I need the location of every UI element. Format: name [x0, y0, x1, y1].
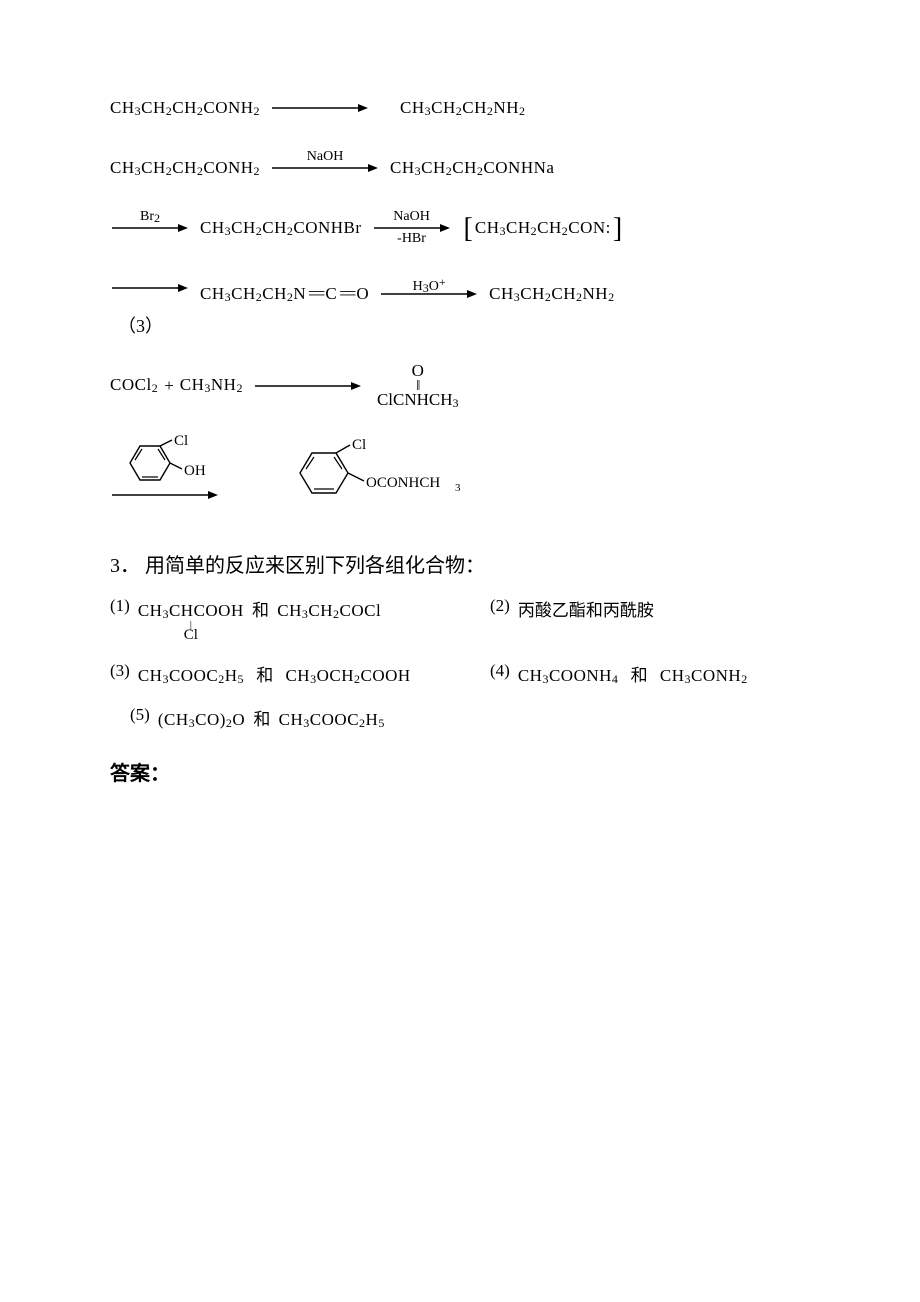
arrow-icon [110, 270, 190, 306]
reaction-4: （3） CH3CH2CH2N==C==O H3O+ CH3CH2CH2NH2 [110, 270, 830, 338]
arrow-icon: NaOH -HBr [372, 210, 452, 246]
and-text: 和 [249, 710, 274, 729]
page-root: CH3CH2CH2CONH2 CH3CH2CH2NH2 CH3CH2CH2CON… [0, 0, 920, 876]
q-item-2: (2) 丙酸乙酯和丙酰胺 [490, 596, 654, 621]
oxygen: O [412, 362, 424, 379]
q-number: 3． [110, 555, 140, 577]
reaction-6: Cl OH Cl OCONHCH 3 [110, 433, 830, 513]
item-number: (1) [110, 596, 130, 616]
q3-content: CH3COOC2H5 和 CH3OCH2COOH [138, 661, 411, 687]
r5-lhs-b: CH3NH2 [180, 375, 243, 396]
step-number: （3） [118, 312, 163, 338]
arrow-icon: Cl OH [110, 433, 220, 513]
question-heading: 3． 用简单的反应来区别下列各组化合物： [110, 549, 830, 578]
r6-product: Cl OCONHCH 3 [270, 433, 490, 513]
q-item-4: (4) CH3COONH4 和 CH3CONH2 [490, 661, 748, 687]
q1-compound-b: CH3CH2COCl [277, 601, 381, 620]
item-number: (5) [130, 705, 150, 725]
item-number: (3) [110, 661, 130, 681]
q3-compound-a: CH3COOC2H5 [138, 666, 244, 685]
q4-content: CH3COONH4 和 CH3CONH2 [518, 661, 748, 687]
benzene-ring-icon: Cl OCONHCH 3 [270, 433, 490, 513]
q3-compound-b: CH3OCH2COOH [285, 666, 410, 685]
arrow-icon [270, 90, 370, 126]
r4-prod1: CH3CH2CH2N==C==O [200, 284, 369, 305]
r2-rhs: CH3CH2CH2CONHNa [390, 158, 554, 179]
svg-text:Cl: Cl [352, 437, 366, 453]
item-number: (4) [490, 661, 510, 681]
arrow-icon [253, 368, 363, 404]
right-bracket-icon: ] [611, 220, 624, 237]
q-text: 用简单的反应来区别下列各组化合物： [145, 555, 485, 577]
r4-rhs: CH3CH2CH2NH2 [489, 284, 614, 305]
q1-content: CH3CHCOOH | Cl 和 CH3CH2COCl [138, 596, 381, 643]
r3-mid2: CH3CH2CH2CON: [475, 218, 611, 239]
plus-icon: + [158, 376, 180, 396]
arrow-icon: H3O+ [379, 276, 479, 312]
q2-text: 丙酸乙酯和丙酰胺 [518, 596, 654, 621]
q5-content: (CH3CO)2O 和 CH3COOC2H5 [158, 705, 385, 731]
r2-lhs: CH3CH2CH2CONH2 [110, 158, 260, 179]
arrow-icon: NaOH [270, 150, 380, 186]
reaction-2: CH3CH2CH2CONH2 NaOH CH3CH2CH2CONHNa [110, 150, 830, 186]
q-row-3: (5) (CH3CO)2O 和 CH3COOC2H5 [110, 705, 830, 731]
q4-compound-a: CH3COONH4 [518, 666, 619, 685]
q-row-1: (1) CH3CHCOOH | Cl 和 CH3CH2COCl (2) 丙酸乙酯… [110, 596, 830, 643]
r5-lhs-a: COCl2 [110, 375, 158, 396]
reaction-3: Br2 CH3CH2CH2CONHBr NaOH -HBr [ CH3CH2CH… [110, 210, 830, 246]
benzene-ring-icon: Cl OH [110, 433, 220, 493]
svg-text:Cl: Cl [174, 433, 188, 449]
and-text: 和 [248, 666, 281, 685]
svg-text:OH: OH [184, 463, 206, 479]
and-text: 和 [623, 666, 656, 685]
and-text: 和 [248, 601, 273, 620]
q4-compound-b: CH3CONH2 [660, 666, 748, 685]
svg-text:3: 3 [455, 482, 461, 494]
q-item-5: (5) (CH3CO)2O 和 CH3COOC2H5 [130, 705, 385, 731]
r3-mid1: CH3CH2CH2CONHBr [200, 218, 362, 239]
r5-rhs-base: ClCNHCH3 [377, 391, 459, 409]
q1-compound-a: CH3CHCOOH | Cl [138, 602, 244, 643]
left-bracket-icon: [ [462, 220, 475, 237]
q5-compound-a: (CH3CO)2O [158, 710, 245, 729]
r1-lhs: CH3CH2CH2CONH2 [110, 98, 260, 119]
reaction-5: COCl2 + CH3NH2 O ‖ ClCNHCH3 [110, 362, 830, 409]
answer-label: 答案： [110, 757, 830, 786]
reaction-1: CH3CH2CH2CONH2 CH3CH2CH2NH2 [110, 90, 830, 126]
svg-text:OCONHCH: OCONHCH [366, 475, 440, 491]
r1-rhs: CH3CH2CH2NH2 [400, 98, 525, 119]
q5-compound-b: CH3COOC2H5 [279, 710, 385, 729]
q-row-2: (3) CH3COOC2H5 和 CH3OCH2COOH (4) CH3COON… [110, 661, 830, 687]
q-item-1: (1) CH3CHCOOH | Cl 和 CH3CH2COCl [110, 596, 490, 643]
r3-a2-bot: -HBr [397, 232, 426, 246]
item-number: (2) [490, 596, 510, 616]
q-item-3: (3) CH3COOC2H5 和 CH3OCH2COOH [110, 661, 490, 687]
r5-rhs: O ‖ ClCNHCH3 [377, 362, 459, 409]
arrow-icon: Br2 [110, 210, 190, 246]
